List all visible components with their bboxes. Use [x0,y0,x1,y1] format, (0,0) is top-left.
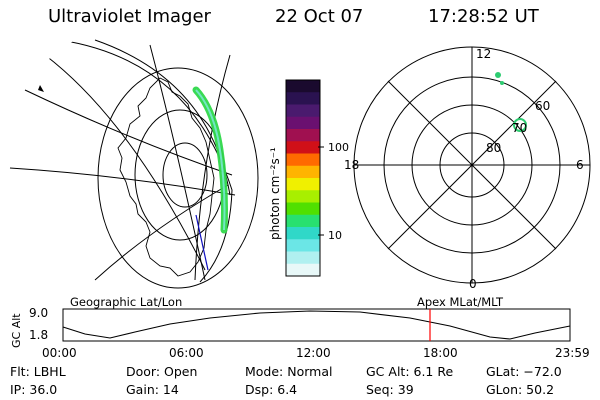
colorbar-strip [286,104,320,118]
colorbar-strip [286,165,320,179]
colorbar-strip [286,202,320,216]
altitude-curve [62,310,571,340]
meta-dsp: Dsp: 6.4 [245,382,298,397]
colorbar-strip [286,178,320,191]
colorbar-strip [286,214,320,228]
observation-time: 17:28:52 UT [428,6,539,27]
x-tick-2359: 23:59 [555,346,590,360]
x-tick-1800: 18:00 [423,346,458,360]
mlt-label-18: 18 [344,158,359,172]
timeline-right-title: Apex MLat/MLT [417,295,504,309]
mlt-label-6: 6 [576,158,584,172]
x-tick-0600: 06:00 [169,346,204,360]
meta-mode: Mode: Normal [245,364,333,379]
meta-filter: Flt: LBHL [10,364,66,379]
mlat-label-60: 60 [535,99,550,113]
colorbar-tick-100: 100 [328,141,349,154]
colorbar-strip [286,263,320,277]
observation-date: 22 Oct 07 [275,6,364,27]
mlat-label-80: 80 [486,141,501,155]
x-tick-0000: 00:00 [42,346,77,360]
colorbar-strip [286,141,320,154]
meta-gain: Gain: 14 [126,382,179,397]
meta-gc-alt: GC Alt: 6.1 Re [366,364,454,379]
mlt-label-0: 0 [469,277,477,291]
meta-door: Door: Open [126,364,198,379]
colorbar-tick-10: 10 [328,229,342,242]
aurora-spot [513,118,527,132]
meta-ip: IP: 36.0 [10,382,58,397]
colorbar-strip [286,116,320,130]
colorbar-strip [286,153,320,167]
colorbar-strip [286,92,320,105]
timeline-left-title: Geographic Lat/Lon [70,295,182,309]
meta-glat: GLat: −72.0 [486,364,562,379]
timeline-y-axis-label: GC Alt [10,313,23,348]
mlt-label-12: 12 [476,47,491,61]
timeline-y-tick-max: 9.0 [29,306,48,320]
x-tick-1200: 12:00 [296,346,331,360]
app-title: Ultraviolet Imager [48,6,211,27]
colorbar-strip [286,227,320,240]
colorbar-strip [286,80,320,93]
colorbar-strip [286,239,320,252]
colorbar-unit-label: photon cm⁻²s⁻¹ [268,147,282,240]
meta-seq: Seq: 39 [366,382,414,397]
mlat-label-70: 70 [512,121,527,135]
timeline-y-tick-min: 1.8 [29,328,48,342]
meta-glon: GLon: 50.2 [486,382,555,397]
colorbar-strip [286,190,320,203]
colorbar-strip [286,129,320,142]
colorbar-strip [286,251,320,265]
